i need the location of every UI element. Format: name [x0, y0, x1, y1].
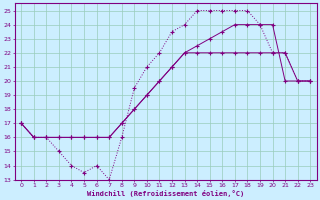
X-axis label: Windchill (Refroidissement éolien,°C): Windchill (Refroidissement éolien,°C)	[87, 190, 244, 197]
